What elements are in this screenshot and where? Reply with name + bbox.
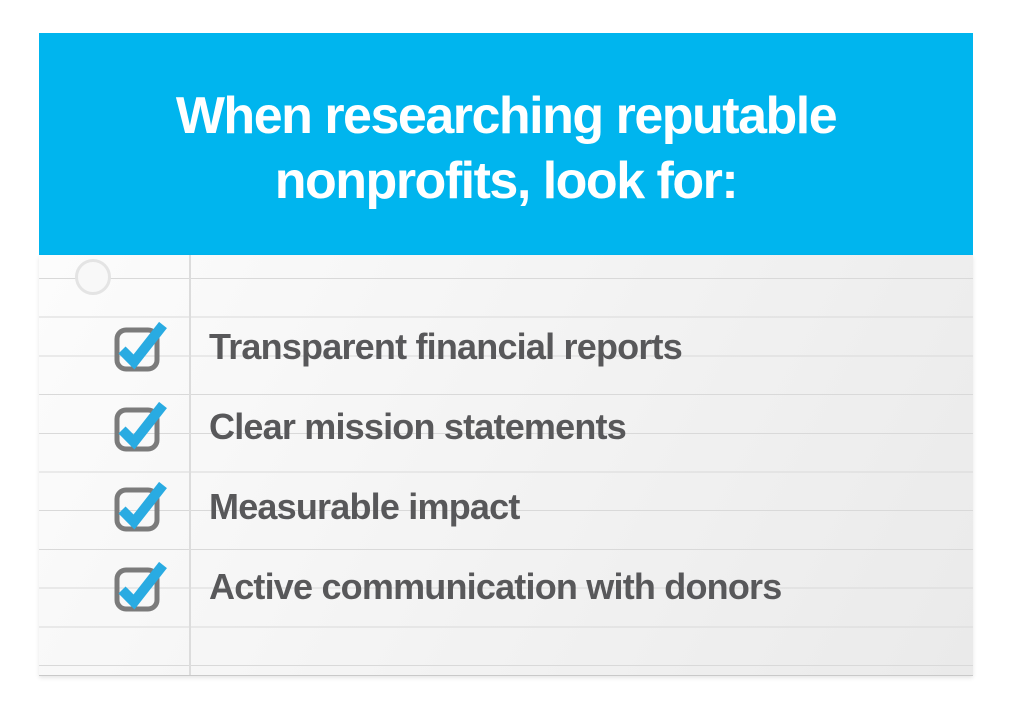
checklist: Transparent financial reports Clear miss… bbox=[114, 307, 782, 627]
slide-title-line-1: When researching reputable bbox=[175, 87, 838, 145]
list-item: Transparent financial reports bbox=[114, 307, 781, 387]
list-item: Clear mission statements bbox=[114, 387, 781, 467]
list-item-label: Transparent financial reports bbox=[209, 326, 683, 367]
checked-checkbox-icon bbox=[114, 561, 168, 613]
list-item: Active communication with donors bbox=[114, 547, 782, 627]
list-item-label: Measurable impact bbox=[209, 486, 520, 527]
checked-checkbox-icon bbox=[114, 481, 168, 533]
slide: When researching reputable nonprofits, l… bbox=[39, 33, 973, 676]
hole-punch bbox=[75, 259, 111, 295]
margin-line bbox=[189, 255, 191, 675]
slide-title: When researching reputable nonprofits, l… bbox=[175, 74, 838, 214]
list-item: Measurable impact bbox=[114, 467, 781, 547]
checked-checkbox-icon bbox=[114, 401, 168, 453]
list-item-label: Active communication with donors bbox=[209, 566, 782, 607]
checked-checkbox-icon bbox=[114, 321, 168, 373]
list-item-label: Clear mission statements bbox=[209, 406, 627, 447]
slide-title-line-2: nonprofits, look for: bbox=[274, 152, 739, 210]
title-band: When researching reputable nonprofits, l… bbox=[39, 33, 973, 255]
notebook-paper: Transparent financial reports Clear miss… bbox=[39, 255, 973, 676]
